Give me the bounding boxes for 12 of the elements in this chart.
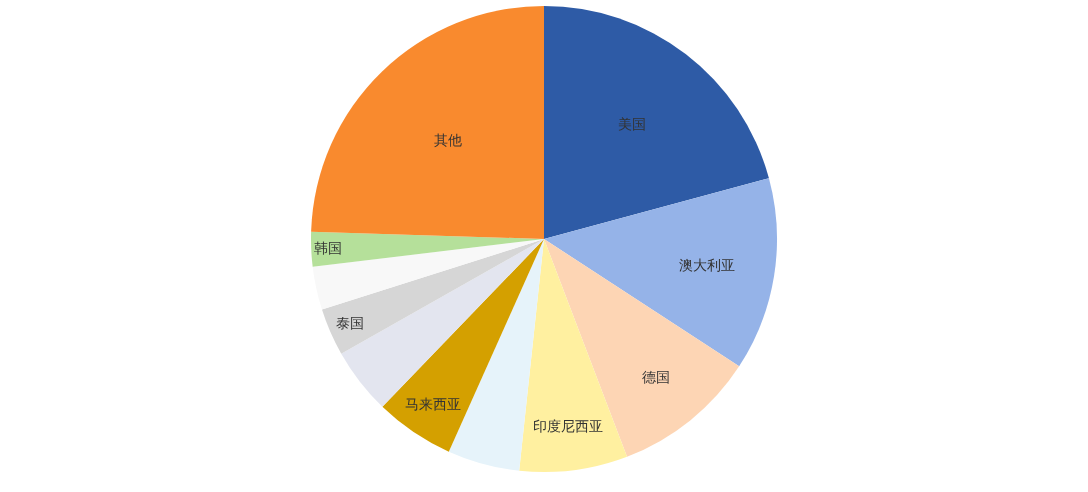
slice-label: 泰国: [336, 315, 365, 332]
slice-label: 韩国: [313, 240, 342, 257]
slice-label: 德国: [641, 369, 670, 386]
slice-label: 其他: [434, 132, 463, 149]
slice-label: 马来西亚: [404, 395, 461, 412]
pie-slice: [544, 6, 769, 239]
pie-slice: [519, 239, 628, 472]
pie-slice: [311, 6, 544, 239]
pie-slice: [544, 178, 777, 367]
slice-label: 美国: [618, 115, 647, 132]
slice-label: 印度尼西亚: [533, 418, 604, 435]
slice-label: 澳大利亚: [679, 256, 736, 273]
